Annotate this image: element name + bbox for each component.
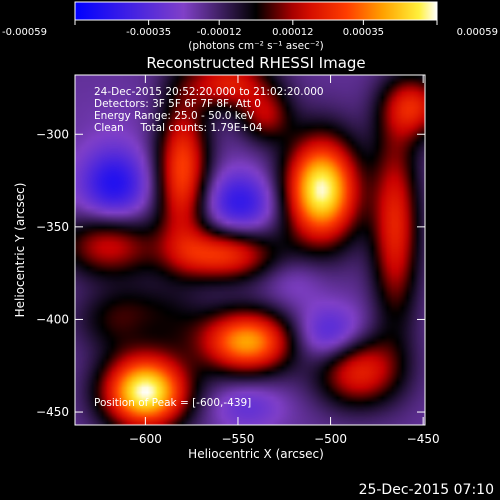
colorbar-tick-label: -0.00035 [126, 27, 171, 38]
heatmap-image [75, 75, 425, 425]
colorbar-tick-label: -0.00012 [197, 27, 242, 38]
x-tick-label: −500 [314, 432, 347, 446]
annotation-detectors: Detectors: 3F 5F 6F 7F 8F, Att 0 [94, 98, 261, 110]
colorbar-ticks: -0.00059 -0.00035 -0.00012 0.00012 0.00035 0.… [2, 20, 498, 38]
y-tick-label: −300 [36, 127, 69, 141]
x-tick-label: −550 [221, 432, 254, 446]
colorbar [74, 1, 438, 21]
colorbar-tick-label: -0.00059 [2, 27, 47, 38]
annotation-peak-position: Position of Peak = [-600,-439] [94, 397, 252, 409]
plot-frame [74, 74, 426, 426]
colorbar-tick-label: 0.00059 [457, 27, 498, 38]
colorbar-tick-label: 0.00012 [272, 27, 313, 38]
annotation-energy-range: Energy Range: 25.0 - 50.0 keV [94, 110, 255, 122]
y-tick-label: −450 [36, 405, 69, 419]
annotation-clean-counts: Clean Total counts: 1.79E+04 [94, 122, 263, 134]
x-axis-label: Heliocentric X (arcsec) [188, 447, 324, 461]
y-tick-label: −400 [36, 312, 69, 326]
x-tick-label: −450 [407, 432, 440, 446]
chart-title: Reconstructed RHESSI Image [146, 54, 365, 72]
annotation-time-range: 24-Dec-2015 20:52:20.000 to 21:02:20.000 [94, 86, 324, 98]
y-axis-ticks: −300 −350 −400 −450 [36, 127, 425, 419]
footer-date: 25-Dec-2015 07:10 [358, 482, 494, 498]
colorbar-tick-label: 0.00035 [343, 27, 384, 38]
x-tick-label: −600 [129, 432, 162, 446]
colorbar-unit-label: (photons cm⁻² s⁻¹ asec⁻²) [188, 40, 323, 52]
y-axis-label: Heliocentric Y (arcsec) [13, 183, 27, 318]
x-axis-ticks: −600 −550 −500 −450 [129, 75, 440, 446]
y-tick-label: −350 [36, 220, 69, 234]
